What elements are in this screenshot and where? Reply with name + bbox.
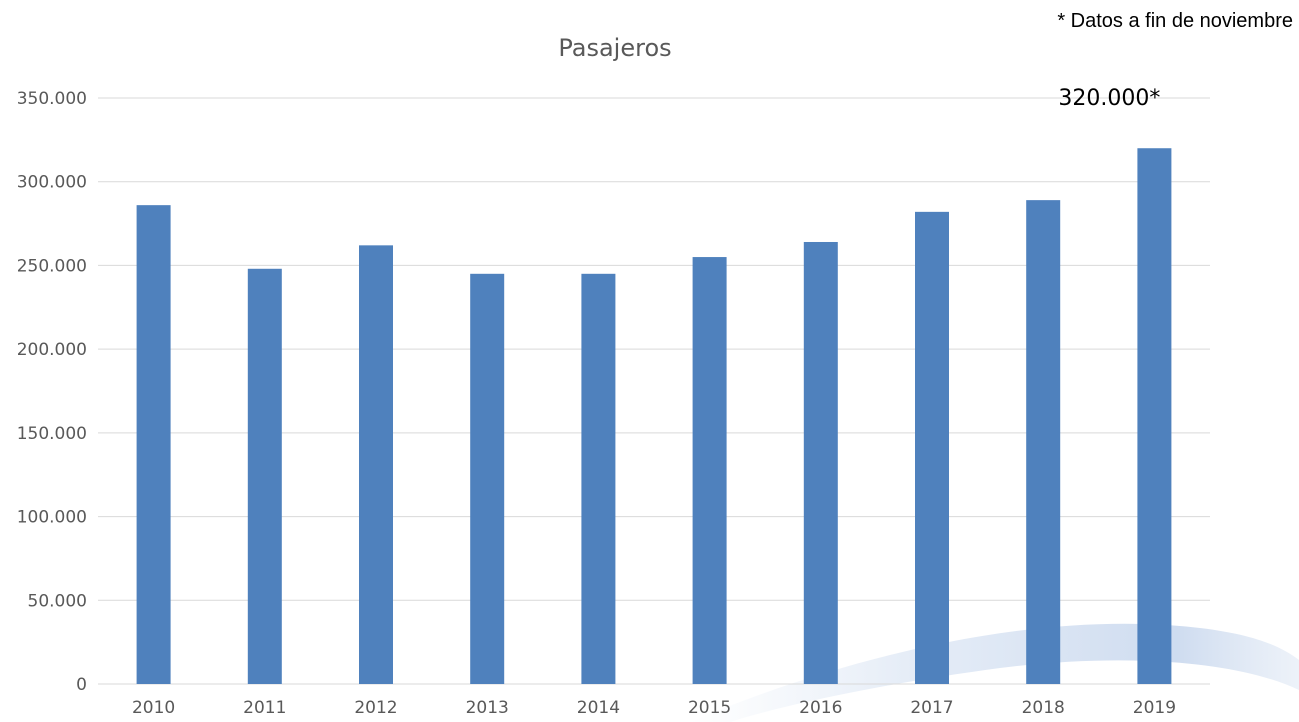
x-tick-label: 2012 <box>354 698 397 718</box>
x-tick-label: 2010 <box>132 698 175 718</box>
background-swoosh <box>690 623 1299 722</box>
x-axis: 2010 2011 2012 2013 2014 2015 2016 2017 2018 2019 <box>132 698 1176 718</box>
bar-2017 <box>915 211 949 684</box>
y-tick-label: 0 <box>76 675 87 695</box>
bar-2012 <box>359 245 393 684</box>
y-tick-label: 300.000 <box>17 173 87 193</box>
gridlines <box>98 97 1210 685</box>
y-tick-label: 350.000 <box>17 89 87 109</box>
x-tick-label: 2016 <box>799 698 842 718</box>
bar-2014 <box>581 273 616 684</box>
x-tick-label: 2011 <box>243 698 286 718</box>
x-tick-label: 2017 <box>910 698 953 718</box>
data-label-2019: 320.000* <box>1058 86 1160 111</box>
x-tick-label: 2018 <box>1022 698 1065 718</box>
y-tick-label: 50.000 <box>28 591 87 611</box>
bar-2015 <box>692 257 727 684</box>
bar-2013 <box>470 273 505 684</box>
bar-2011 <box>247 268 282 684</box>
y-tick-label: 150.000 <box>17 424 87 444</box>
bar-2019 <box>1137 148 1172 684</box>
y-tick-label: 100.000 <box>17 508 87 528</box>
bars <box>136 148 1172 685</box>
bar-2018 <box>1026 200 1061 685</box>
bar-2016 <box>803 241 838 684</box>
x-tick-label: 2014 <box>577 698 620 718</box>
data-labels: 320.000* <box>1058 86 1160 111</box>
x-tick-label: 2019 <box>1133 698 1176 718</box>
x-tick-label: 2013 <box>466 698 509 718</box>
bar-2010 <box>136 205 171 684</box>
y-tick-label: 250.000 <box>17 256 87 276</box>
y-tick-label: 200.000 <box>17 340 87 360</box>
footnote: * Datos a fin de noviembre <box>1057 10 1293 32</box>
x-tick-label: 2015 <box>688 698 731 718</box>
y-axis: 0 50.000 100.000 150.000 200.000 250.000 300.0… <box>17 89 87 695</box>
chart-title: Pasajeros <box>558 34 671 62</box>
